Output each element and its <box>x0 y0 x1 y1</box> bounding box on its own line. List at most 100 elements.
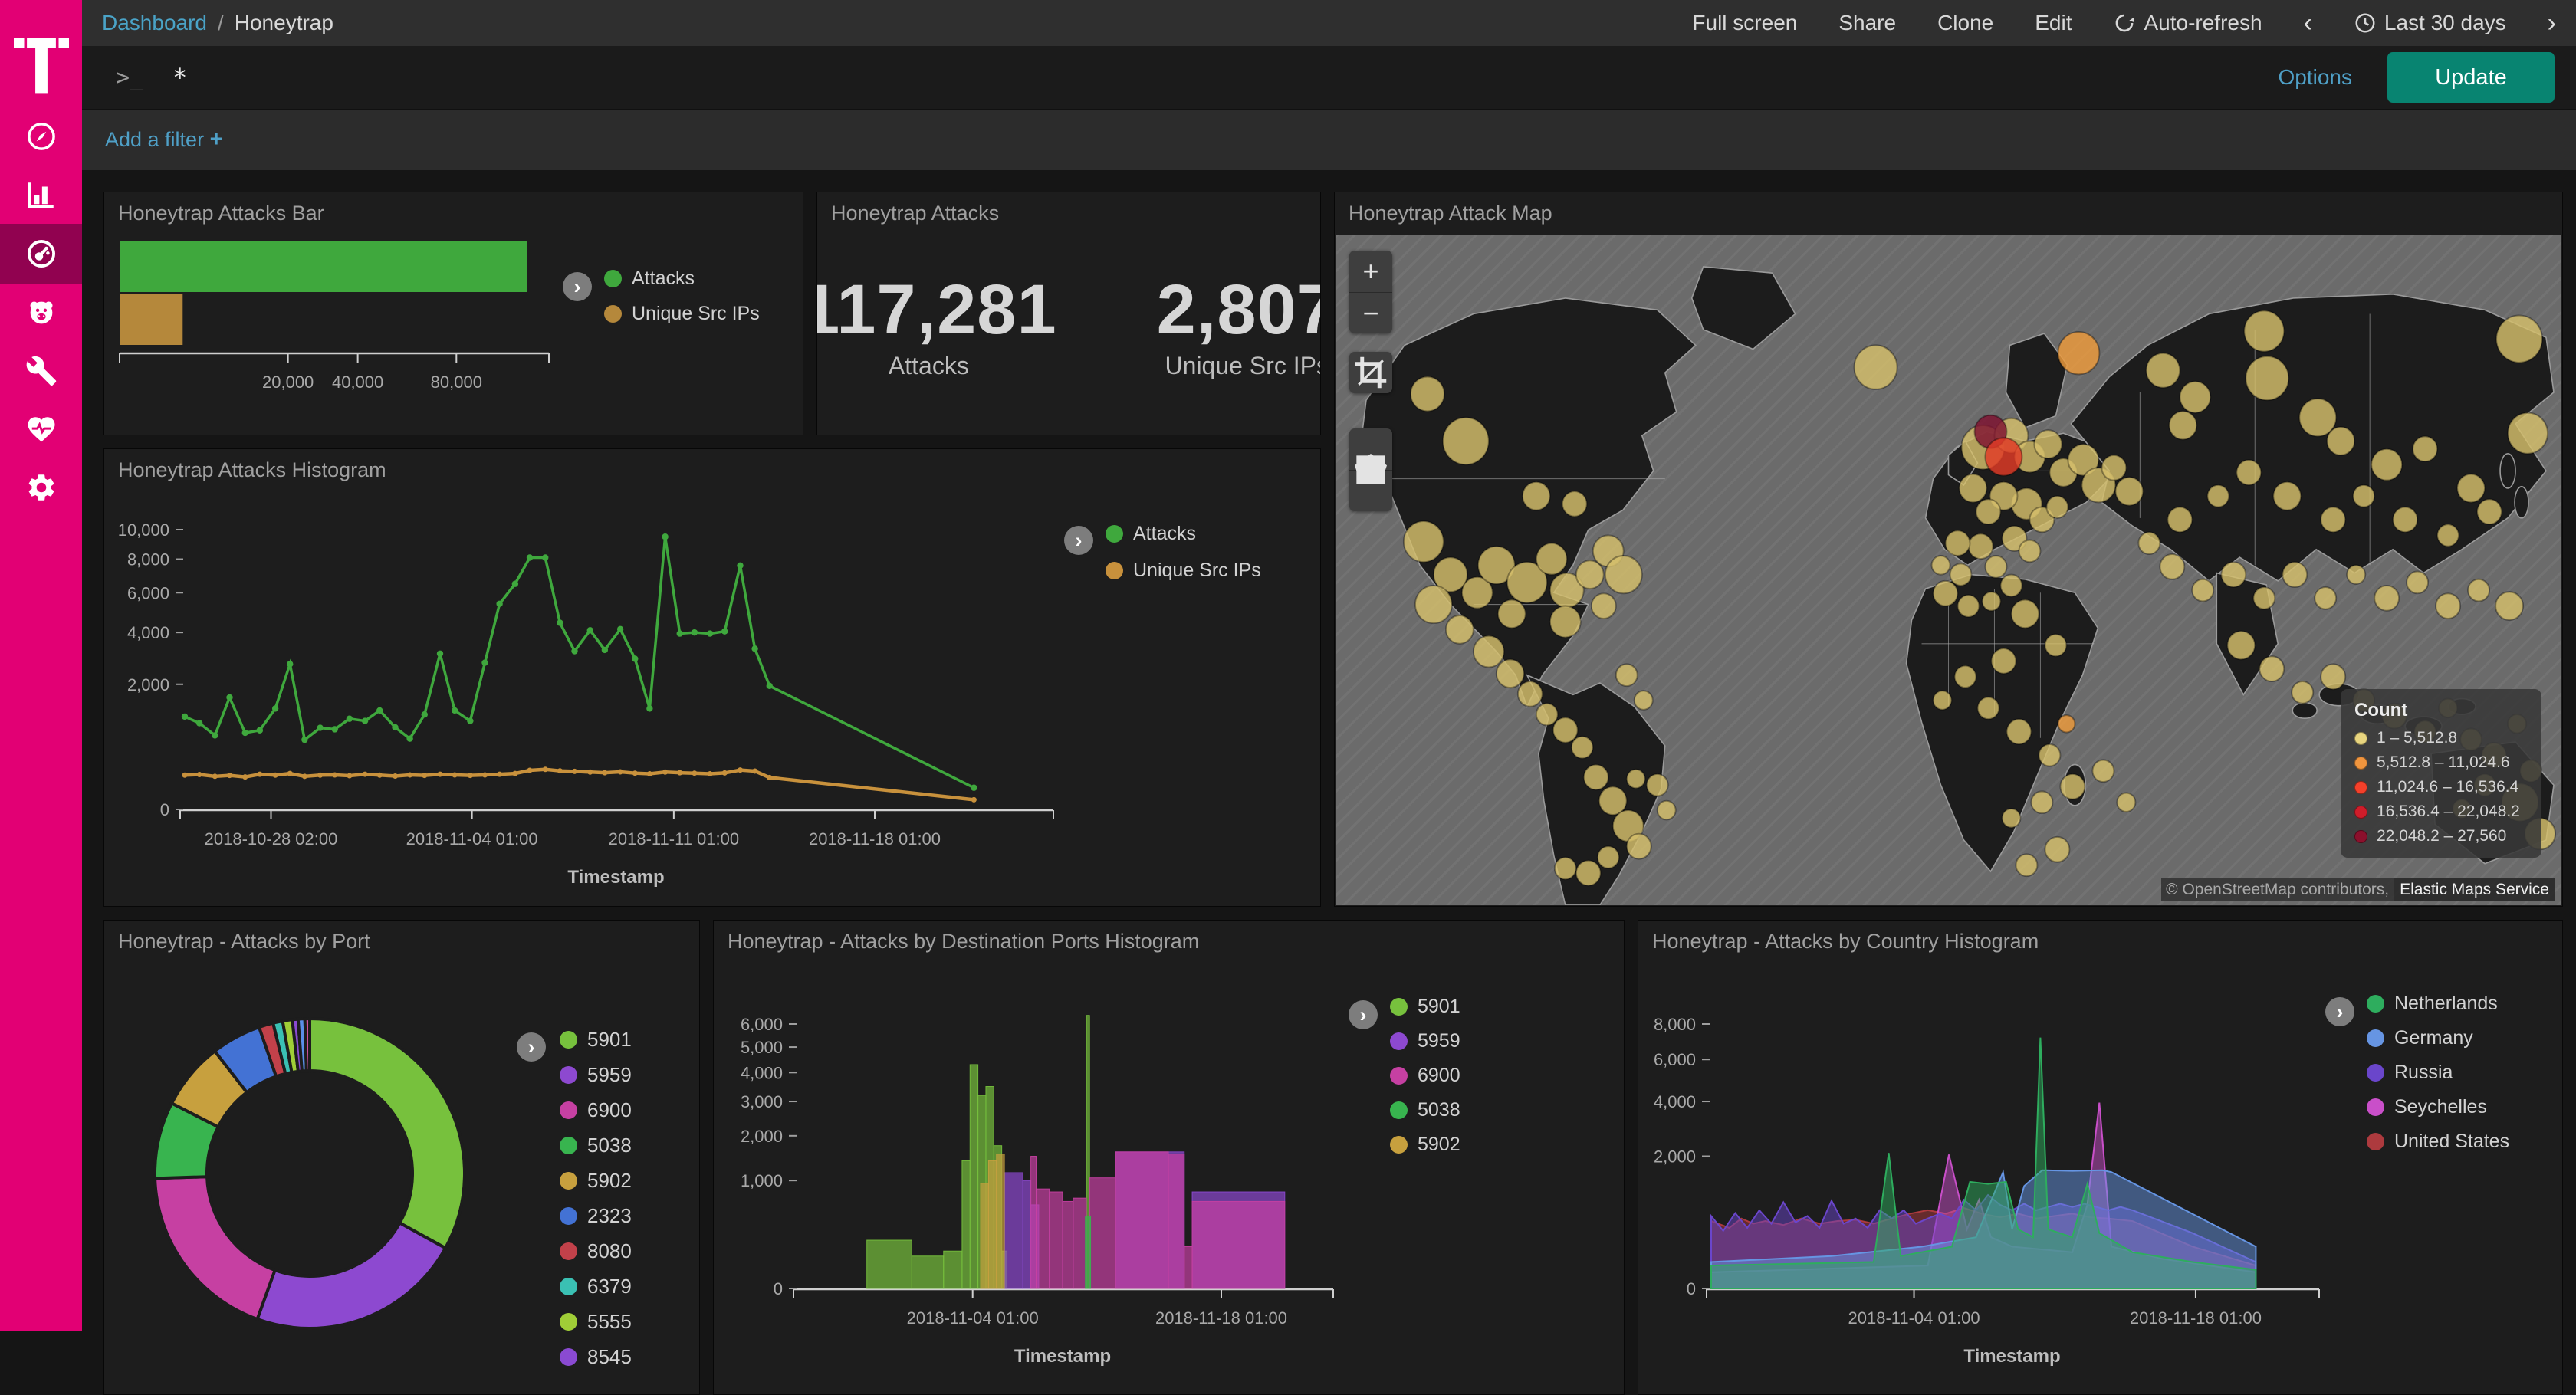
breadcrumb-current: Honeytrap <box>235 11 334 35</box>
legend-toggle[interactable]: › <box>517 1032 546 1062</box>
legend-item-label: 5902 <box>587 1169 632 1193</box>
panel-country-histogram: Honeytrap - Attacks by Country Histogram… <box>1638 920 2563 1395</box>
sidebar-item-visualize[interactable] <box>0 166 82 224</box>
telekom-logo <box>0 17 82 109</box>
filter-bar: Add a filter + <box>82 109 2576 170</box>
legend-item-5555[interactable]: 5555 <box>560 1310 632 1334</box>
legend-item-5959[interactable]: 5959 <box>1390 1030 1460 1052</box>
svg-text:2018-11-04 01:00: 2018-11-04 01:00 <box>1848 1308 1980 1328</box>
map-zoom-in-button[interactable]: + <box>1349 251 1392 292</box>
clone-button[interactable]: Clone <box>1937 11 1993 35</box>
panel-dest-ports-histogram: Honeytrap - Attacks by Destination Ports… <box>713 920 1625 1395</box>
legend-item-5902[interactable]: 5902 <box>1390 1134 1460 1156</box>
time-back-chevron[interactable]: ‹ <box>2304 8 2312 38</box>
bucket-color-dot <box>2354 806 2367 819</box>
map-fit-bounds-button[interactable] <box>1349 352 1392 393</box>
svg-text:2,000: 2,000 <box>127 675 169 694</box>
svg-text:Timestamp: Timestamp <box>1014 1346 1111 1367</box>
legend-item-russia[interactable]: Russia <box>2367 1062 2509 1084</box>
legend-item-unique-src-ips[interactable]: Unique Src IPs <box>1106 560 1261 582</box>
legend-toggle[interactable]: › <box>563 272 592 301</box>
auto-refresh-button[interactable]: Auto-refresh <box>2113 11 2262 35</box>
bucket-color-dot <box>2354 781 2367 794</box>
breadcrumb-dashboard-link[interactable]: Dashboard <box>102 11 207 35</box>
svg-text:5,000: 5,000 <box>741 1038 783 1057</box>
gear-icon <box>25 471 58 504</box>
panel-title: Honeytrap - Attacks by Destination Ports… <box>728 930 1199 954</box>
legend-item-label: Netherlands <box>2394 993 2498 1015</box>
time-forward-chevron[interactable]: › <box>2548 8 2556 38</box>
update-button[interactable]: Update <box>2387 52 2555 103</box>
svg-text:20,000: 20,000 <box>262 373 314 392</box>
breadcrumb-separator: / <box>218 11 224 35</box>
dashboard-grid: Honeytrap Attacks Bar › Attacks Unique S… <box>82 170 2576 1331</box>
legend-item-netherlands[interactable]: Netherlands <box>2367 993 2509 1015</box>
legend-item-5901[interactable]: 5901 <box>1390 996 1460 1018</box>
legend-item-5902[interactable]: 5902 <box>560 1169 632 1193</box>
svg-text:0: 0 <box>160 800 169 819</box>
bucket-range-label: 11,024.6 – 16,536.4 <box>2377 778 2518 796</box>
osm-attribution[interactable]: © OpenStreetMap contributors, <box>2161 878 2394 901</box>
sidebar-item-honeypot[interactable] <box>0 284 82 342</box>
map-zoom-out-button[interactable]: − <box>1349 292 1392 333</box>
legend-item-united-states[interactable]: United States <box>2367 1131 2509 1153</box>
query-input[interactable]: * <box>172 63 187 92</box>
legend-color-dot <box>1390 1032 1408 1050</box>
legend-item-unique-src-ips[interactable]: Unique Src IPs <box>604 303 760 325</box>
legend-item-attacks[interactable]: Attacks <box>1106 523 1261 545</box>
legend-item-8080[interactable]: 8080 <box>560 1239 632 1263</box>
legend-toggle[interactable]: › <box>1064 526 1093 555</box>
legend-item-seychelles[interactable]: Seychelles <box>2367 1096 2509 1118</box>
legend-item-label: Russia <box>2394 1062 2453 1084</box>
metric-unique-src-ips: 2,807 Unique Src IPs <box>1157 270 1321 380</box>
svg-text:3,000: 3,000 <box>741 1092 783 1111</box>
rectangle-icon <box>1349 428 1392 511</box>
plus-icon: + <box>210 127 223 152</box>
legend-item-8545[interactable]: 8545 <box>560 1345 632 1369</box>
add-filter-link[interactable]: Add a filter + <box>105 127 223 153</box>
legend-item-attacks[interactable]: Attacks <box>604 268 760 290</box>
legend-item-label: 5901 <box>1418 996 1460 1018</box>
legend-item-5901[interactable]: 5901 <box>560 1028 632 1052</box>
svg-text:4,000: 4,000 <box>1654 1092 1696 1111</box>
fullscreen-button[interactable]: Full screen <box>1692 11 1797 35</box>
legend-item-5038[interactable]: 5038 <box>560 1134 632 1157</box>
legend-item-5038[interactable]: 5038 <box>1390 1099 1460 1121</box>
elastic-maps-attribution[interactable]: Elastic Maps Service <box>2394 878 2555 901</box>
sidebar-item-discover[interactable] <box>0 107 82 166</box>
legend: Attacks Unique Src IPs <box>604 268 760 325</box>
sidebar-item-dashboard[interactable] <box>0 224 82 284</box>
world-map[interactable]: + − <box>1336 235 2561 905</box>
map-draw-rectangle-button[interactable] <box>1349 470 1392 511</box>
legend-item-6379[interactable]: 6379 <box>560 1275 632 1298</box>
legend-toggle[interactable]: › <box>2325 997 2354 1026</box>
svg-text:4,000: 4,000 <box>741 1063 783 1082</box>
query-options-link[interactable]: Options <box>2279 65 2353 90</box>
legend-toggle[interactable]: › <box>1349 1000 1378 1029</box>
svg-text:6,000: 6,000 <box>1654 1050 1696 1069</box>
legend-item-2323[interactable]: 2323 <box>560 1204 632 1228</box>
legend-color-dot <box>560 1031 577 1049</box>
share-button[interactable]: Share <box>1838 11 1896 35</box>
legend-color-dot <box>560 1278 577 1295</box>
crop-icon <box>1349 352 1392 393</box>
legend-item-5959[interactable]: 5959 <box>560 1063 632 1087</box>
legend-item-6900[interactable]: 6900 <box>560 1098 632 1122</box>
legend-item-germany[interactable]: Germany <box>2367 1027 2509 1049</box>
clock-icon <box>2354 11 2377 34</box>
sidebar-item-management[interactable] <box>0 458 82 517</box>
legend-color-dot <box>1106 562 1123 579</box>
panel-attacks-by-port: Honeytrap - Attacks by Port › 5901 5959 … <box>104 920 700 1395</box>
svg-text:2018-11-11 01:00: 2018-11-11 01:00 <box>609 829 739 848</box>
legend-color-dot <box>2367 1064 2384 1082</box>
legend-color-dot <box>1390 1101 1408 1119</box>
wrench-icon <box>25 355 58 387</box>
time-picker-button[interactable]: Last 30 days <box>2354 11 2506 35</box>
legend-item-6900[interactable]: 6900 <box>1390 1065 1460 1087</box>
legend-item-label: Attacks <box>1133 523 1196 545</box>
sidebar-item-devtools[interactable] <box>0 342 82 400</box>
legend-item-label: 5901 <box>587 1028 632 1052</box>
sidebar-item-monitoring[interactable] <box>0 400 82 458</box>
legend: Attacks Unique Src IPs <box>1106 523 1261 582</box>
edit-button[interactable]: Edit <box>2035 11 2072 35</box>
